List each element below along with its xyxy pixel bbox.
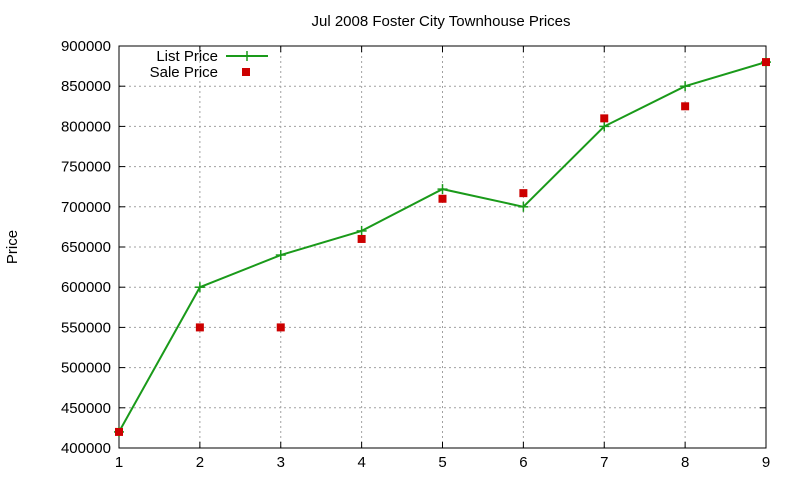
series-sale-price bbox=[115, 58, 770, 436]
y-tick-label: 850000 bbox=[61, 78, 111, 95]
y-tick-label: 750000 bbox=[61, 159, 111, 176]
y-tick-label: 550000 bbox=[61, 319, 111, 336]
y-axis-label: Price bbox=[4, 230, 21, 264]
x-tick-label: 1 bbox=[115, 454, 123, 471]
legend-label: Sale Price bbox=[150, 64, 218, 81]
y-tick-label: 650000 bbox=[61, 239, 111, 256]
list-price-point bbox=[437, 184, 448, 195]
legend-plus-marker bbox=[242, 51, 252, 61]
y-tick-label: 600000 bbox=[61, 279, 111, 296]
x-tick-label: 4 bbox=[357, 454, 365, 471]
list-price-point bbox=[356, 225, 367, 236]
y-tick-label: 500000 bbox=[61, 360, 111, 377]
sale-price-point bbox=[600, 114, 609, 123]
x-tick-label: 8 bbox=[681, 454, 689, 471]
list-price-point bbox=[518, 201, 529, 212]
y-tick-label: 900000 bbox=[61, 38, 111, 55]
x-tick-label: 5 bbox=[438, 454, 446, 471]
sale-price-point bbox=[276, 323, 285, 332]
y-tick-label: 700000 bbox=[61, 199, 111, 216]
y-tick-label: 400000 bbox=[61, 440, 111, 457]
y-tick-label: 450000 bbox=[61, 400, 111, 417]
x-tick-label: 2 bbox=[196, 454, 204, 471]
sale-price-point bbox=[357, 234, 366, 243]
series-layer bbox=[114, 57, 771, 437]
sale-price-point bbox=[762, 58, 770, 67]
sale-price-point bbox=[519, 189, 528, 198]
sale-price-point bbox=[195, 323, 204, 332]
legend-label: List Price bbox=[156, 48, 218, 65]
list-price-point bbox=[599, 121, 610, 132]
gridlines bbox=[119, 46, 766, 448]
list-price-point bbox=[194, 282, 205, 293]
sale-price-point bbox=[115, 427, 123, 436]
tick-labels: 400000 450000 500000 550000 600000 650000 7000… bbox=[61, 38, 770, 471]
list-price-point bbox=[680, 81, 691, 92]
x-tick-label: 3 bbox=[277, 454, 285, 471]
list-price-point bbox=[275, 250, 286, 261]
y-tick-label: 800000 bbox=[61, 118, 111, 135]
chart-title: Jul 2008 Foster City Townhouse Prices bbox=[311, 13, 570, 30]
x-tick-label: 9 bbox=[762, 454, 770, 471]
legend-square-marker bbox=[242, 68, 250, 76]
sale-price-point bbox=[438, 194, 447, 203]
plot-frame bbox=[118, 45, 767, 449]
sale-price-point bbox=[681, 102, 690, 111]
x-tick-label: 7 bbox=[600, 454, 608, 471]
x-tick-label: 6 bbox=[519, 454, 527, 471]
